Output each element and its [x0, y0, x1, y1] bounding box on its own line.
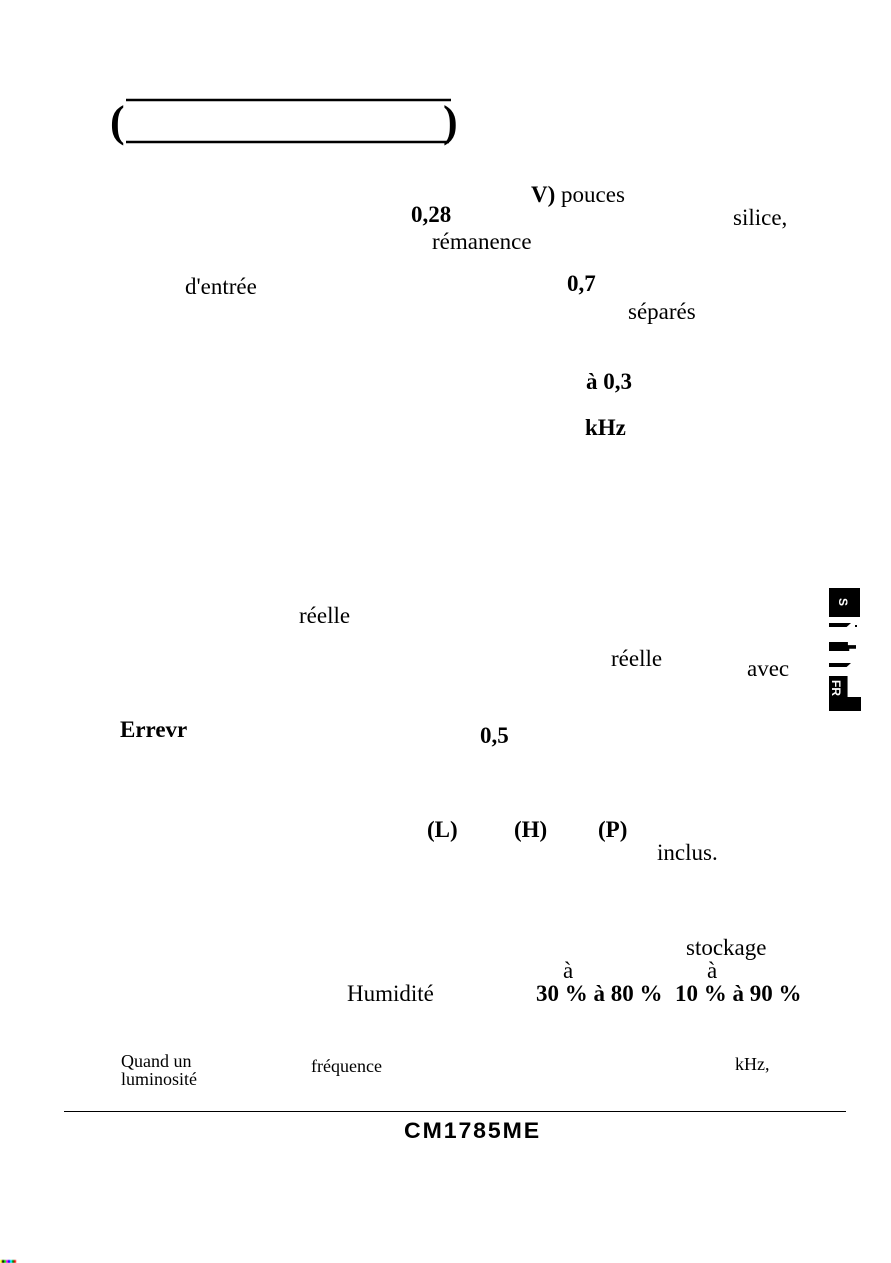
svg-text:): )	[443, 97, 458, 146]
svg-text:(: (	[110, 97, 125, 146]
